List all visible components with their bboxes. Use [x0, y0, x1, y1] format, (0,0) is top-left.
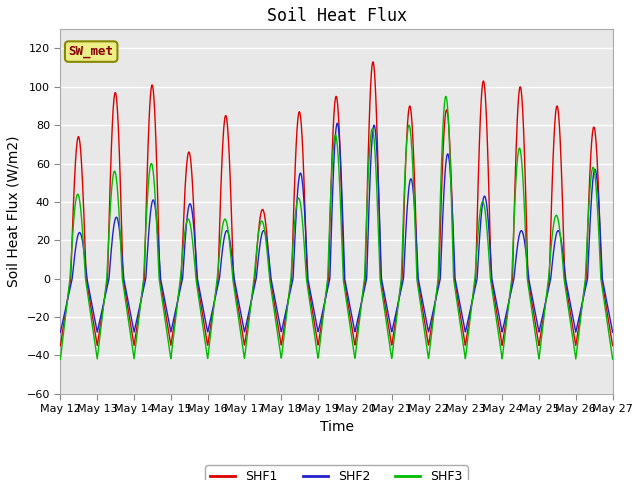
Line: SHF1: SHF1 [60, 62, 612, 346]
SHF1 [575, 320, 583, 325]
SHF3 [56, 356, 64, 362]
SHF2 [575, 313, 583, 319]
SHF3 [560, 276, 568, 281]
X-axis label: Time: Time [319, 420, 353, 433]
SHF3 [353, 344, 360, 350]
SHF3 [365, 170, 372, 176]
SHF1 [497, 336, 505, 342]
SHF3 [211, 300, 218, 305]
SHF3 [575, 326, 583, 332]
Text: SW_met: SW_met [68, 45, 114, 58]
SHF1 [609, 343, 616, 348]
SHF3 [497, 349, 505, 355]
SHF1 [56, 343, 64, 348]
SHF1 [369, 59, 377, 65]
SHF2 [333, 120, 341, 126]
SHF1 [211, 299, 218, 305]
Y-axis label: Soil Heat Flux (W/m2): Soil Heat Flux (W/m2) [7, 136, 21, 287]
Title: Soil Heat Flux: Soil Heat Flux [266, 7, 406, 25]
SHF1 [365, 147, 372, 153]
SHF3 [442, 94, 450, 99]
SHF2 [56, 329, 64, 335]
Legend: SHF1, SHF2, SHF3: SHF1, SHF2, SHF3 [205, 466, 468, 480]
SHF2 [365, 215, 372, 221]
SHF1 [353, 334, 360, 339]
SHF3 [609, 356, 616, 362]
SHF1 [560, 250, 568, 256]
SHF2 [353, 322, 360, 327]
Line: SHF3: SHF3 [60, 96, 612, 359]
Line: SHF2: SHF2 [60, 123, 612, 332]
SHF2 [497, 324, 505, 330]
SHF2 [211, 299, 218, 304]
SHF2 [609, 329, 616, 335]
SHF2 [560, 261, 568, 266]
